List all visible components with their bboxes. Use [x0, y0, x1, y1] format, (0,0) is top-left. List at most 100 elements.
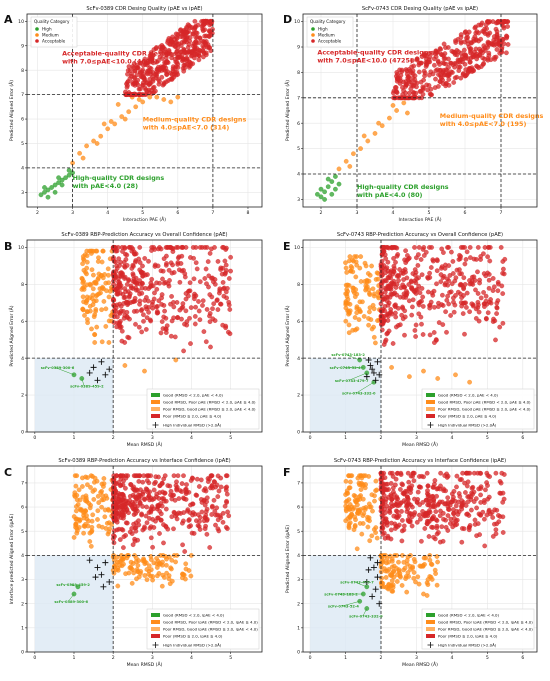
data-point [95, 517, 100, 522]
data-point [463, 257, 469, 262]
data-point [224, 491, 230, 497]
data-point [345, 282, 350, 288]
y-tick-label: 0 [21, 650, 24, 656]
data-point [183, 291, 189, 296]
data-point [380, 481, 386, 486]
x-axis-label: Mean RMSD (Å) [402, 661, 438, 668]
data-point [88, 485, 93, 490]
data-point [149, 276, 155, 282]
x-tick-label: 2 [380, 435, 383, 441]
legend: Good (RMSD < 2.0, pAE < 4.0) Good RMSD, P… [421, 388, 535, 430]
legend-swatch [426, 613, 435, 617]
data-point [123, 533, 128, 538]
data-point [352, 498, 358, 503]
data-point [179, 481, 185, 486]
data-point [193, 23, 198, 29]
data-point [201, 54, 206, 60]
data-point [487, 299, 492, 305]
data-point [140, 263, 145, 269]
data-point [436, 304, 441, 309]
data-point [403, 84, 408, 89]
axes-frame [302, 239, 538, 433]
data-point [147, 317, 153, 323]
data-point [352, 315, 358, 320]
data-point [88, 308, 93, 314]
y-axis-label: Predicted Aligned Error (Å) [284, 305, 291, 366]
data-point [437, 513, 443, 519]
legend-label: Good (RMSD < 2.0, ipAE < 4.0) [438, 613, 500, 618]
data-point [192, 42, 198, 48]
data-point [134, 576, 139, 582]
data-point [224, 484, 230, 490]
data-point [146, 309, 151, 315]
legend-title: Quality Category [310, 19, 346, 24]
high-rmsd-marker [370, 369, 377, 376]
legend-swatch [151, 393, 160, 397]
data-point [191, 531, 197, 536]
y-tick-label: 9 [297, 45, 300, 51]
data-point [440, 538, 446, 544]
data-point [209, 294, 215, 300]
data-point [144, 315, 150, 321]
good-region [310, 358, 381, 432]
data-point [494, 47, 500, 52]
data-point [186, 49, 191, 55]
data-point [482, 304, 487, 309]
data-point [410, 565, 415, 571]
legend-label: Good (RMSD < 2.0, pAE < 4.0) [163, 393, 223, 398]
data-point [429, 562, 435, 567]
data-point [394, 108, 399, 113]
data-point [441, 250, 446, 255]
data-point [87, 303, 93, 309]
data-point [148, 535, 154, 541]
data-point [144, 577, 150, 583]
data-point [148, 509, 154, 515]
data-point [192, 314, 198, 319]
data-point [486, 19, 491, 24]
data-point [210, 503, 215, 509]
data-point [115, 583, 121, 589]
data-point [469, 507, 474, 513]
data-point [85, 475, 90, 480]
data-point [415, 263, 421, 268]
data-point [373, 340, 378, 346]
y-tick-label: 3 [21, 577, 24, 583]
data-point [204, 506, 210, 512]
data-point [346, 473, 351, 479]
data-point [183, 491, 189, 497]
data-point [80, 484, 85, 489]
data-point [453, 503, 459, 509]
data-point [498, 245, 504, 250]
data-point [389, 365, 394, 370]
data-point [343, 291, 349, 297]
data-point [105, 126, 111, 132]
data-point [394, 494, 400, 500]
data-point [357, 308, 363, 314]
data-point [441, 41, 447, 47]
data-point [411, 478, 417, 484]
data-point [432, 340, 437, 345]
data-point [82, 498, 88, 503]
data-point [383, 256, 389, 261]
data-point [115, 102, 121, 107]
data-point [420, 294, 426, 300]
data-point [504, 50, 509, 56]
legend-box [306, 16, 354, 48]
data-point [343, 518, 349, 524]
data-point [196, 299, 201, 304]
data-point [204, 281, 209, 287]
data-point [147, 497, 152, 503]
data-point [127, 293, 132, 299]
data-point [99, 504, 104, 510]
data-point [126, 245, 132, 250]
data-point [83, 300, 89, 306]
data-point [436, 530, 441, 535]
data-point [120, 503, 126, 509]
data-point [490, 42, 495, 47]
data-point [467, 59, 473, 65]
chart-title: ScFv-0743 RBP-Prediction Accuracy vs Int… [334, 458, 506, 464]
data-point [101, 121, 107, 127]
x-tick-label: 1 [73, 655, 76, 661]
data-point [169, 71, 175, 77]
